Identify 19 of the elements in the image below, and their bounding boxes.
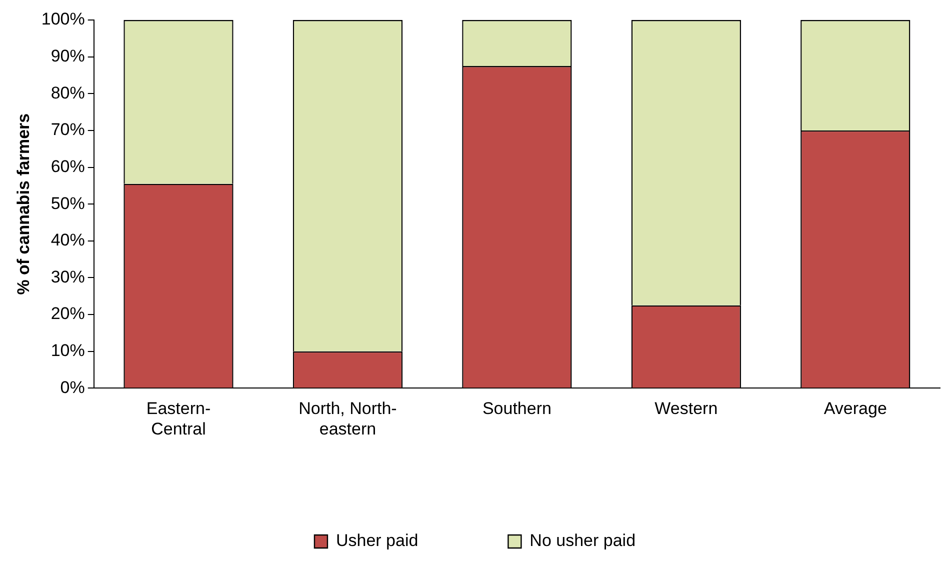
y-tick-label: 50% — [50, 194, 85, 213]
legend-label: No usher paid — [530, 531, 636, 550]
x-tick-label: North, North- eastern — [298, 399, 397, 438]
y-tick-label: 10% — [50, 341, 85, 360]
y-tick-label: 90% — [50, 46, 85, 66]
y-tick-label: 100% — [41, 10, 85, 29]
y-tick-label: 20% — [50, 304, 85, 324]
x-tick-label: Eastern- Central — [146, 399, 211, 438]
y-axis-title: % of cannabis farmers — [14, 113, 33, 295]
y-tick-label: 60% — [50, 156, 85, 176]
y-tick-label: 30% — [50, 267, 85, 286]
y-tick-label: 40% — [50, 230, 85, 250]
y-tick-label: 0% — [60, 378, 85, 397]
y-tick-label: 80% — [50, 83, 85, 102]
y-tick-label: 70% — [50, 120, 85, 140]
x-tick-label: Southern — [482, 399, 552, 418]
legend-label: Usher paid — [336, 531, 418, 550]
x-tick-label: Western — [654, 399, 718, 418]
x-tick-label: Average — [824, 399, 887, 418]
